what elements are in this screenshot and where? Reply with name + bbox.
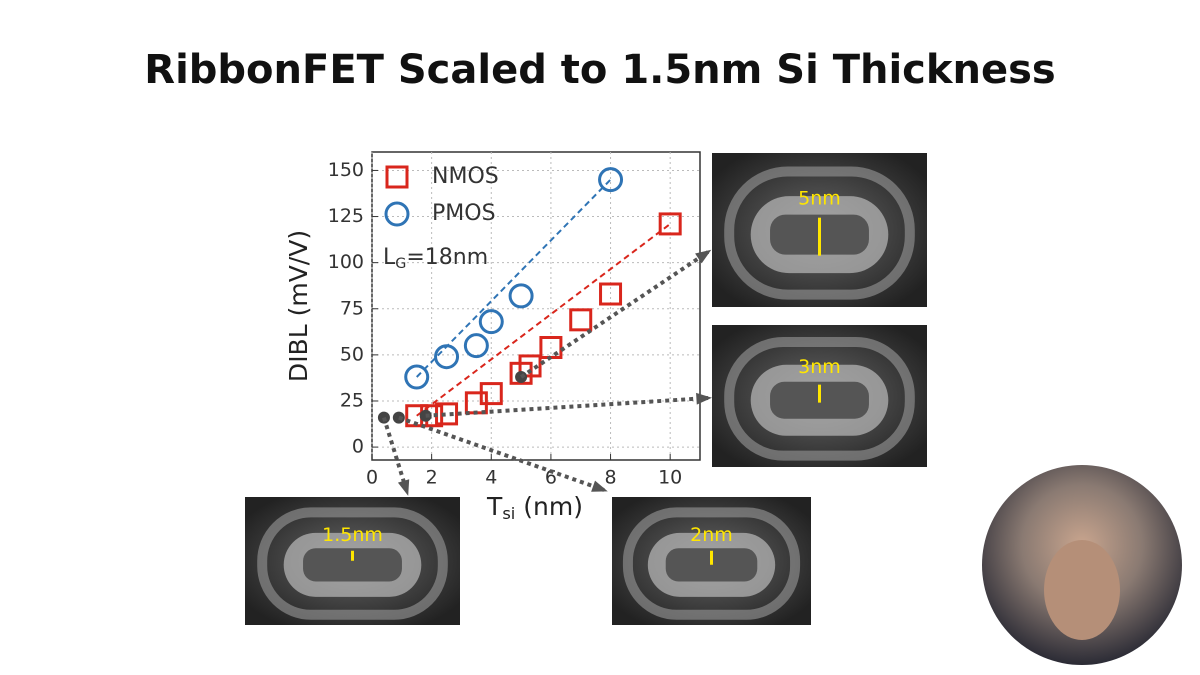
label-part: (nm) [515,492,583,521]
y-tick-label: 150 [328,159,364,181]
arrow [425,396,709,418]
pmos-point [404,364,430,390]
x-tick-label: 10 [658,467,682,489]
y-tick-label: 125 [328,205,364,227]
x-tick-label: 8 [604,467,616,489]
label-part: =18nm [406,245,488,270]
arrow-head [695,249,712,264]
webcam-face [1044,540,1120,640]
image-label: 3nm [798,356,841,378]
image-label: 5nm [798,188,841,210]
y-tick-label: 25 [340,389,364,411]
arrow-head [397,479,410,496]
nmos-point [569,308,593,332]
x-tick-label: 0 [366,467,378,489]
label-part: G [395,256,406,272]
tem-channel [303,548,402,582]
annotation: LG=18nm [383,245,488,272]
tem-ring [724,337,915,461]
arrow-head [591,480,608,492]
label-part: T [486,492,503,521]
pmos-point [508,283,534,309]
tem-ring [622,507,801,620]
nmos-point [479,382,503,406]
y-tick-label: 75 [340,297,364,319]
nmos-point [658,212,682,236]
trend-line [416,223,671,417]
pmos-point [463,333,489,359]
legend-label: NMOS [432,164,499,189]
legend-label: PMOS [432,201,496,226]
nmos-point [599,282,623,306]
y-axis-label: DIBL (mV/V) [284,230,313,382]
tem-ring [724,166,915,300]
y-tick-label: 50 [340,343,364,365]
arrow-head [696,392,712,405]
pmos-point [434,344,460,370]
x-tick-label: 6 [545,467,557,489]
legend-marker [385,165,409,189]
image-label: 1.5nm [322,524,383,546]
slide-title: RibbonFET Scaled to 1.5nm Si Thickness [144,47,1055,93]
tem-ring [257,507,448,620]
image-label: 2nm [690,524,733,546]
x-tick-label: 4 [485,467,497,489]
arrow [382,416,409,493]
pmos-point [478,309,504,335]
trend-line [416,178,612,378]
y-tick-label: 100 [328,251,364,273]
x-axis-label: Tsi (nm) [486,492,583,523]
nmos-point [518,354,542,378]
label-part: L [383,245,396,270]
y-tick-label: 0 [352,436,364,458]
legend-marker [384,201,410,227]
x-tick-label: 2 [426,467,438,489]
arrow [519,250,710,379]
tem-images: 5nm 3nm 1.5nm 2nm [245,153,927,625]
pmos-point [598,167,624,193]
label-part: si [502,504,515,523]
tem-channel [665,548,758,582]
